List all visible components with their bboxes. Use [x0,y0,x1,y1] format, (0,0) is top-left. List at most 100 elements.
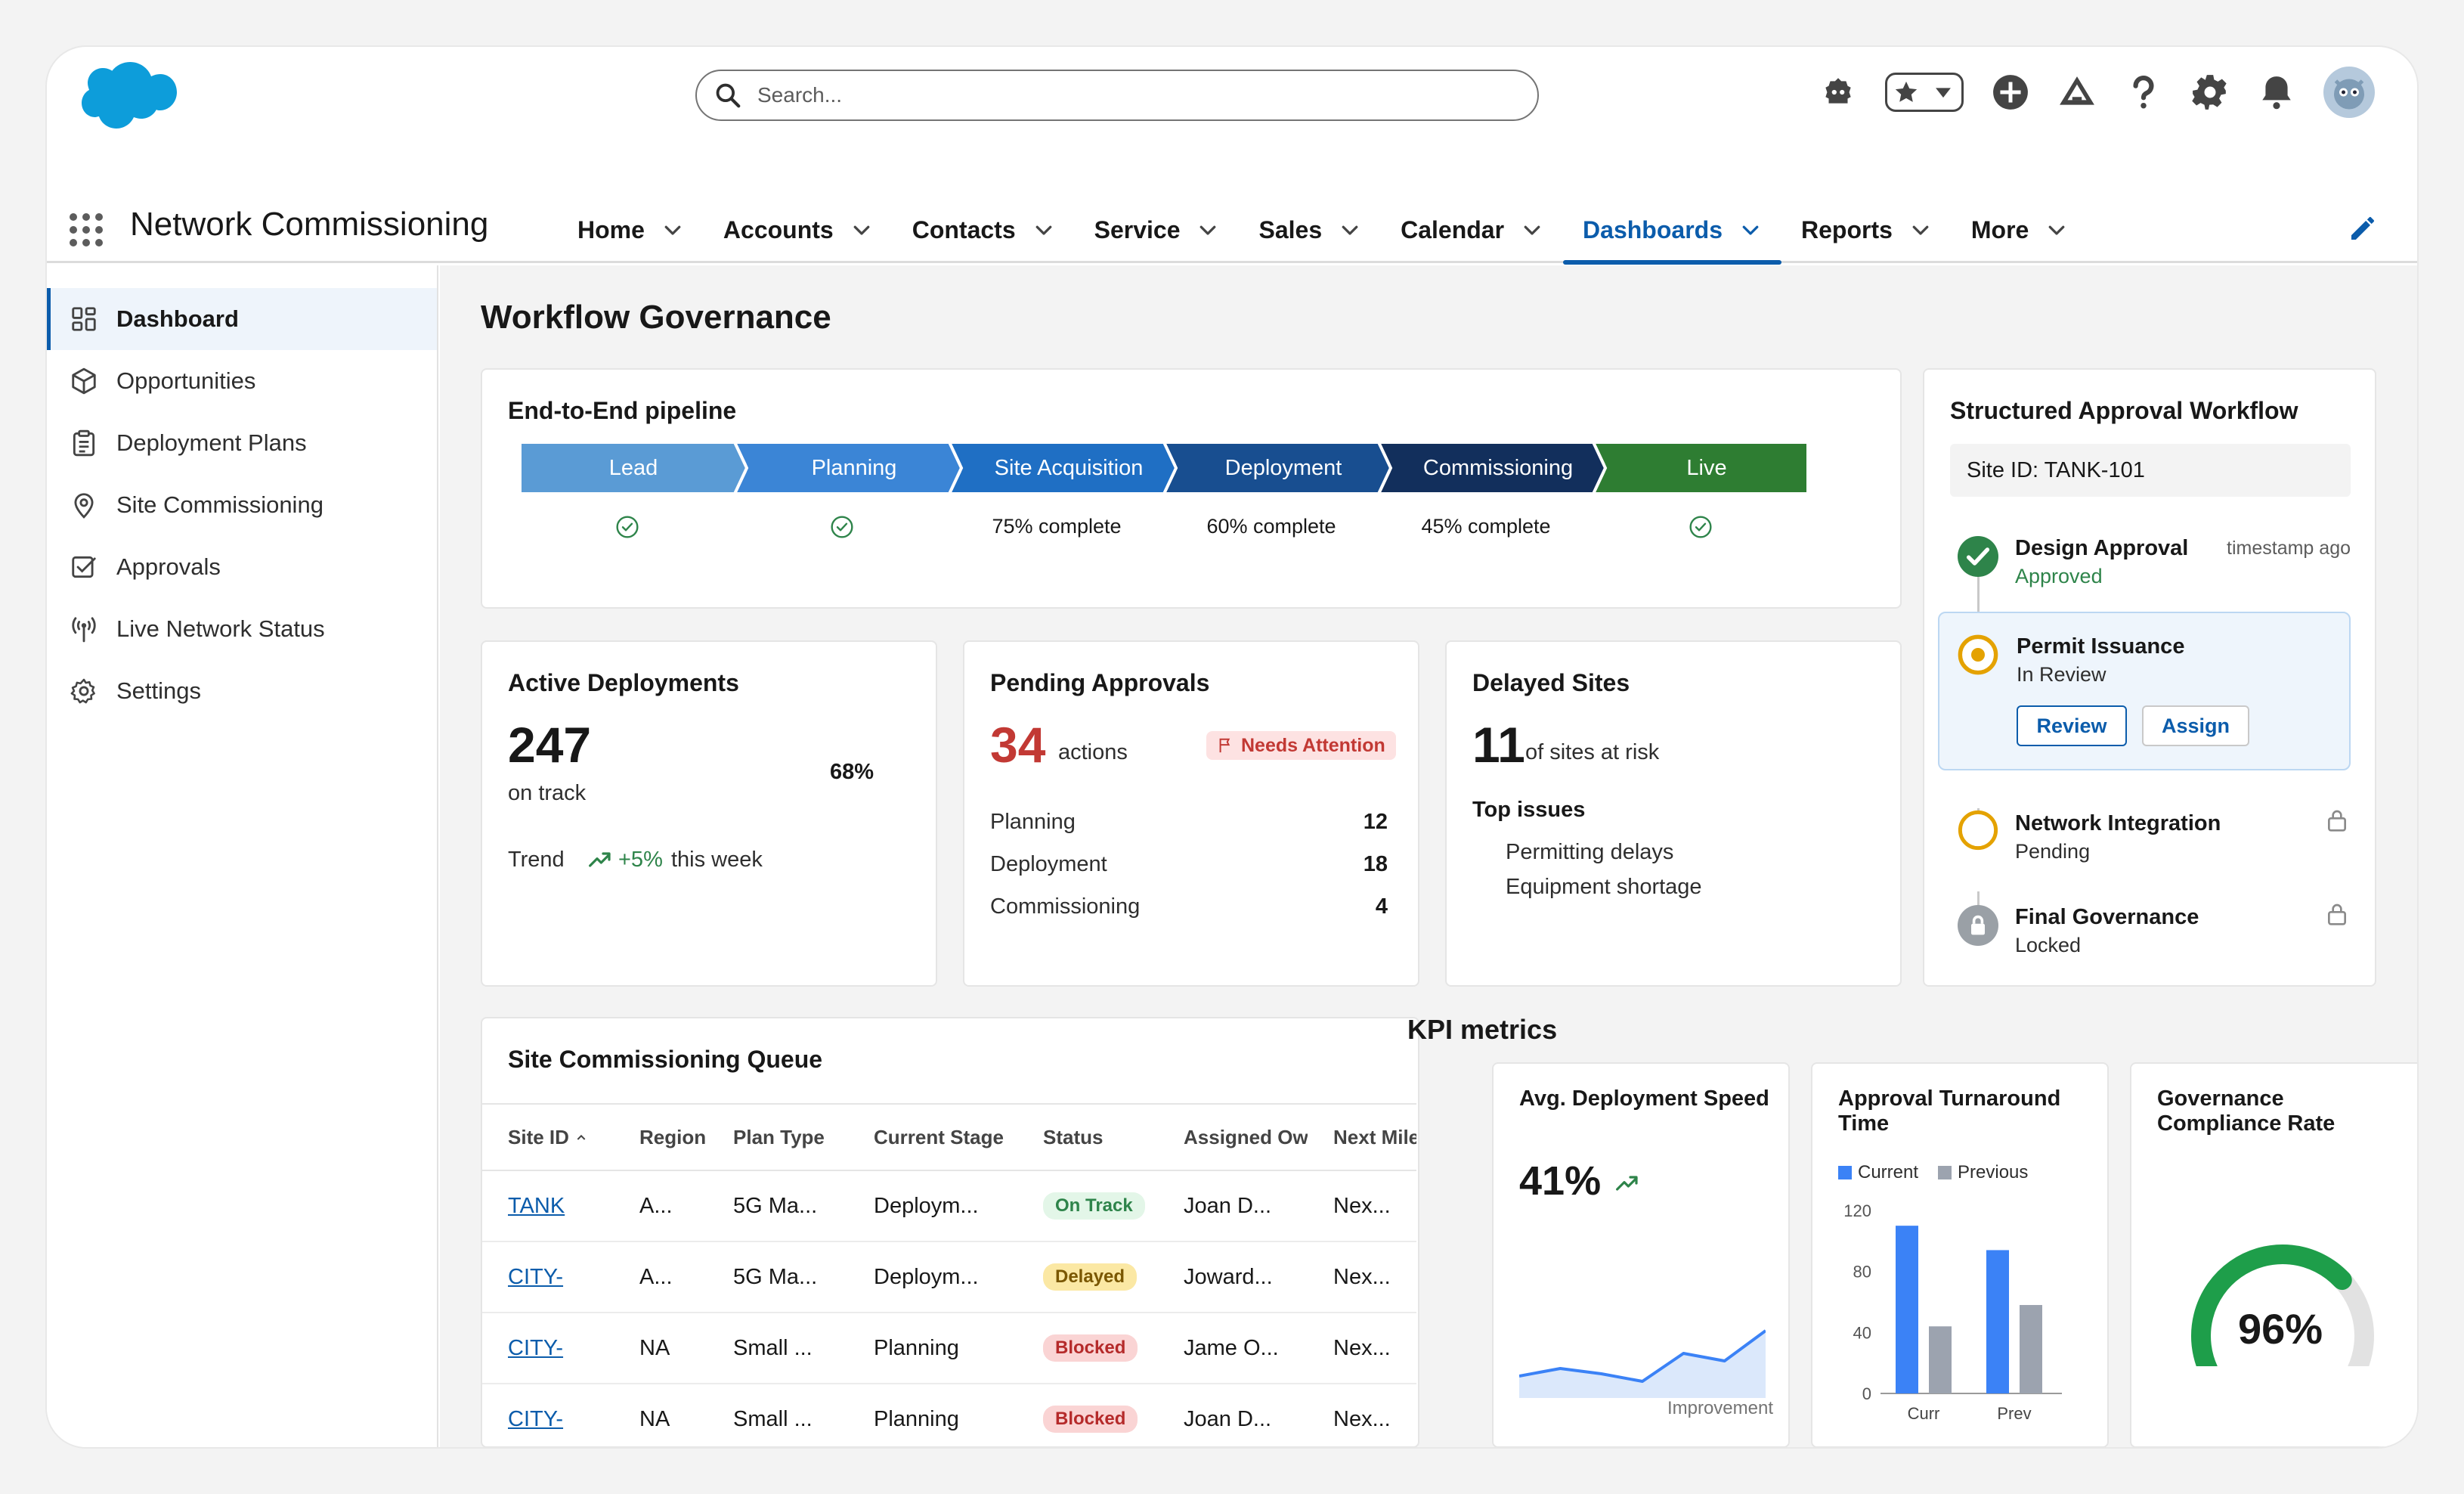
caret-down-icon[interactable] [1930,79,1956,105]
chevron-down-icon[interactable] [1739,219,1762,241]
sidebar-item-settings[interactable]: Settings [47,660,437,722]
setup-gear-icon[interactable] [2190,73,2230,112]
chevron-down-icon[interactable] [850,219,873,241]
pending-row: Deployment 18 [990,852,1388,877]
chevron-down-icon[interactable] [2045,219,2068,241]
agentforce-icon[interactable] [1819,73,1858,112]
review-button[interactable]: Review [2017,705,2127,746]
bar-previous-curr[interactable] [1929,1326,1952,1393]
nav-tab-label[interactable]: Sales [1258,215,1323,243]
sidebar-item-site-commissioning[interactable]: Site Commissioning [47,474,437,536]
cell-text: Joan D... [1184,1406,1272,1431]
bar-current-curr[interactable] [1896,1226,1918,1393]
help-icon[interactable] [2124,73,2163,112]
step-network-integration-title: Network Integration [2015,811,2221,835]
chevron-down-icon[interactable] [1909,219,1932,241]
chevron-down-icon[interactable] [1032,219,1055,241]
column-header-label: Plan Type [733,1125,825,1148]
nav-tabs: Home Accounts Contacts Service Sales Calendar… [558,203,2088,265]
status-badge: Blocked [1043,1406,1138,1433]
search-icon [716,83,741,108]
pending-approvals-title: Pending Approvals [990,669,1210,696]
notifications-bell-icon[interactable] [2257,73,2296,112]
pipeline-stage-progress: 75% complete [992,515,1122,538]
nav-tab-sales[interactable]: Sales [1239,203,1381,257]
cell-plan: Small ... [707,1313,848,1384]
pipeline-stage-planning[interactable]: Planning [735,442,961,494]
bar-current-prev[interactable] [1986,1250,2009,1393]
nav-tab-reports[interactable]: Reports [1781,203,1952,257]
nav-tab-label[interactable]: Service [1094,215,1181,243]
nav-tab-label[interactable]: Calendar [1401,215,1505,243]
nav-tab-label[interactable]: More [1970,215,2029,243]
sort-ascending-icon[interactable] [575,1132,587,1144]
user-avatar[interactable] [2323,67,2375,118]
salesforce-logo[interactable] [68,60,177,136]
location-pin-icon [74,493,94,519]
nav-tab-label[interactable]: Accounts [723,215,834,243]
step-timestamp: timestamp ago [2227,538,2351,559]
bar-previous-prev[interactable] [2020,1305,2042,1393]
trailhead-icon[interactable] [2057,73,2097,112]
pipeline-stage-live[interactable]: Live [1593,442,1808,494]
favorites-group[interactable] [1885,73,1964,112]
chevron-down-icon[interactable] [1339,219,1361,241]
nav-tab-dashboards[interactable]: Dashboards [1563,203,1781,265]
pipeline-stage-site-acquisition[interactable]: Site Acquisition [949,442,1176,494]
cell-text: Joward... [1184,1264,1273,1289]
global-create-icon[interactable] [1991,73,2030,112]
column-header[interactable]: Site ID [482,1103,614,1171]
pipeline-stage-lead[interactable]: Lead [520,442,747,494]
sidebar-item-opportunities[interactable]: Opportunities [47,350,437,412]
pending-approvals-unit: actions [1058,740,1128,764]
chevron-down-icon[interactable] [661,219,684,241]
cell-plan: 5G Ma... [707,1170,848,1242]
pipeline-stage-commissioning[interactable]: Commissioning [1379,442,1605,494]
table-row[interactable]: CITY- NA Small ... Planning Blocked Jame O...… [482,1313,1416,1384]
cell-status: Delayed [1017,1241,1158,1313]
column-header-label: Next Mile [1333,1125,1416,1148]
pipeline-stage-deployment[interactable]: Deployment [1164,442,1391,494]
nav-tab-label[interactable]: Dashboards [1583,215,1723,243]
table-row[interactable]: CITY- A... 5G Ma... Deploym... Delayed Joward… [482,1241,1416,1313]
app-launcher-icon[interactable] [70,213,103,246]
global-search[interactable] [695,70,1539,121]
sidebar-item-dashboard[interactable]: Dashboard [47,288,437,350]
approved-check-icon [1958,536,1998,577]
cell-stage: Deploym... [848,1241,1017,1313]
nav-tab-accounts[interactable]: Accounts [704,203,893,257]
chevron-down-icon[interactable] [1521,219,1543,241]
nav-tab-service[interactable]: Service [1075,203,1240,257]
nav-tab-label[interactable]: Reports [1800,215,1893,243]
sidebar-item-live-network-status[interactable]: Live Network Status [47,598,437,660]
sidebar-item-label: Dashboard [116,305,239,332]
sidebar-item-approvals[interactable]: Approvals [47,536,437,598]
sidebar-item-deployment-plans[interactable]: Deployment Plans [47,412,437,474]
nav-tab-label[interactable]: Contacts [912,215,1016,243]
edit-nav-pencil-icon[interactable] [2348,213,2378,243]
pending-row-label: Commissioning [990,894,1141,919]
needs-attention-badge: Needs Attention [1206,731,1396,760]
nav-tab-more[interactable]: More [1952,203,2088,257]
star-icon[interactable] [1893,79,1919,105]
site-id-link[interactable]: CITY- [508,1264,564,1289]
chevron-down-icon[interactable] [1196,219,1219,241]
nav-tab-calendar[interactable]: Calendar [1381,203,1563,257]
nav-tab-home[interactable]: Home [558,203,704,257]
site-id-link[interactable]: TANK [508,1193,565,1218]
search-input[interactable] [757,83,1438,107]
x-tick-label: Prev [1997,1404,2031,1423]
pipeline-stage-progress: 60% complete [1206,515,1336,538]
cell-site: CITY- [482,1313,614,1384]
nav-tab-contacts[interactable]: Contacts [893,203,1075,257]
nav-tab-label[interactable]: Home [577,215,645,243]
site-id-link[interactable]: CITY- [508,1406,564,1431]
site-id-link[interactable]: CITY- [508,1335,564,1360]
column-header-label: Current Stage [874,1125,1004,1148]
table-row[interactable]: CITY- NA Small ... Planning Blocked Joan D...… [482,1384,1416,1446]
app-window: Network Commissioning Home Accounts Contac… [47,47,2417,1447]
assign-button[interactable]: Assign [2142,705,2249,746]
global-header [47,47,2417,145]
table-row[interactable]: TANK A... 5G Ma... Deploym... On Track Joan D… [482,1170,1416,1242]
legend-swatch-current [1838,1166,1852,1179]
